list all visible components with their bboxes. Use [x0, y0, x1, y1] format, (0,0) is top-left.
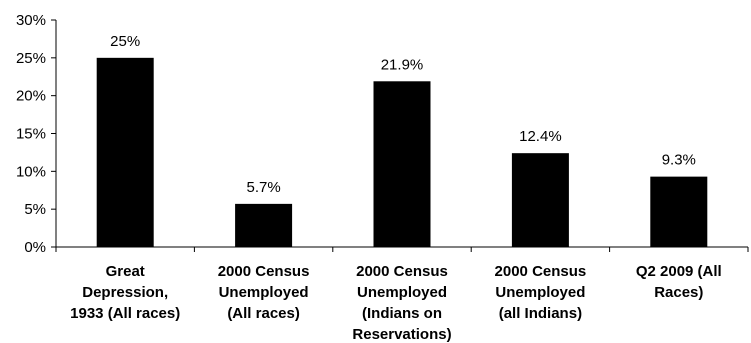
category-label: (all Indians)	[499, 305, 582, 322]
bar	[511, 153, 569, 247]
bar	[235, 203, 293, 247]
data-label: 25%	[110, 33, 140, 50]
category-label: 2000 Census	[356, 263, 448, 280]
category-label: Reservations)	[352, 326, 451, 343]
data-label: 21.9%	[381, 56, 424, 73]
bar	[650, 176, 708, 247]
y-tick-label: 30%	[16, 12, 46, 29]
data-label: 5.7%	[246, 179, 280, 196]
y-tick-label: 0%	[24, 239, 46, 256]
category-label: Unemployed	[357, 284, 447, 301]
category-label: (Indians on	[362, 305, 442, 322]
bars	[96, 57, 708, 248]
category-label: Unemployed	[219, 284, 309, 301]
y-tick-label: 10%	[16, 163, 46, 180]
category-label: Q2 2009 (All	[636, 263, 722, 280]
data-label: 9.3%	[662, 152, 696, 169]
labels: 25% Great Depression, 1933 (All races) 5.7% 2…	[70, 33, 722, 343]
category-label: 2000 Census	[218, 263, 310, 280]
category-label: Races)	[654, 284, 703, 301]
y-tick-label: 25%	[16, 50, 46, 67]
y-tick-label: 20%	[16, 88, 46, 105]
y-tick-label: 5%	[24, 201, 46, 218]
y-tick-label: 15%	[16, 126, 46, 143]
axes: 0% 5% 10% 15% 20% 25% 30%	[16, 12, 749, 256]
category-label: 2000 Census	[495, 263, 587, 280]
data-label: 12.4%	[519, 128, 562, 145]
category-label: (All races)	[227, 305, 300, 322]
bar	[373, 81, 431, 247]
bar	[96, 57, 154, 248]
category-label: Depression,	[82, 284, 168, 301]
category-label: Unemployed	[495, 284, 585, 301]
category-label: 1933 (All races)	[70, 305, 180, 322]
category-label: Great	[106, 263, 145, 280]
